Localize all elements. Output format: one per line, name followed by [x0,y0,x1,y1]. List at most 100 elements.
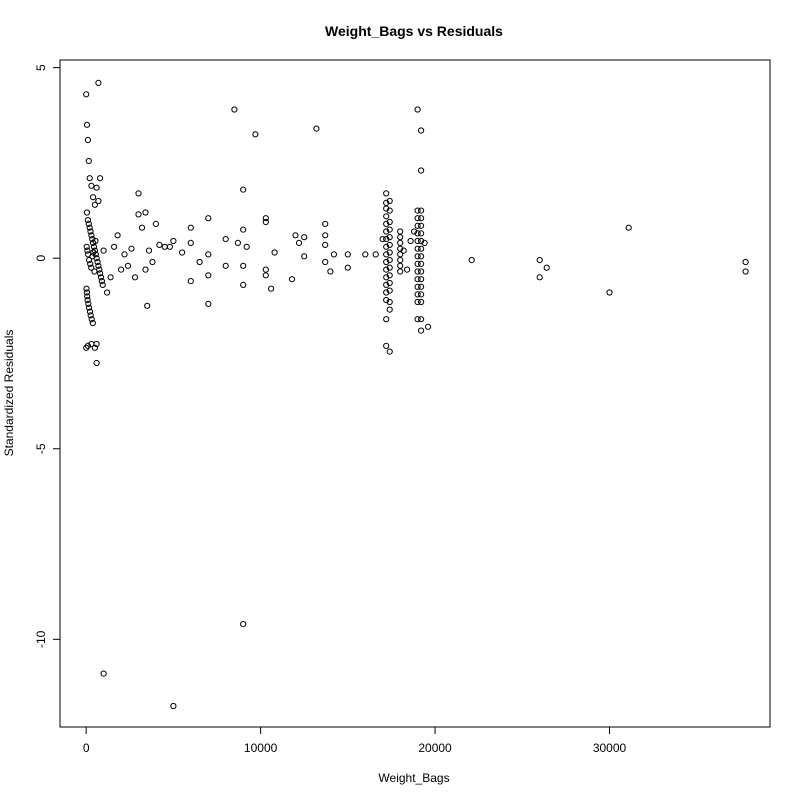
data-point [414,245,421,252]
data-point [222,236,229,243]
data-point [118,266,125,273]
data-point [383,316,390,323]
x-axis: 0 10000 20000 30000 [83,727,627,755]
data-point [386,249,393,256]
data-point [414,207,421,214]
data-point [418,276,425,283]
data-point [95,262,102,269]
data-point [240,226,247,233]
data-point [95,79,102,87]
data-point [386,348,393,355]
data-point [386,218,393,226]
data-point [84,136,92,144]
data-point [98,278,106,285]
data-point [383,190,390,197]
data-point [240,186,247,193]
y-axis: -10 -5 0 5 [34,64,60,648]
data-point [205,272,212,279]
data-point [128,245,135,252]
data-point [414,237,421,245]
data-point [418,327,425,334]
data-point [400,247,407,254]
data-point [84,297,91,304]
data-point [83,344,90,351]
data-point [86,257,93,264]
data-point [344,251,351,258]
data-point [418,260,425,267]
data-point [379,236,386,243]
data-point [407,237,414,245]
data-point [187,278,194,285]
data-point [344,264,351,271]
data-point [414,222,421,229]
data-point [262,266,269,273]
data-point [91,268,98,275]
data-point [386,279,393,287]
data-point [330,251,337,258]
data-point [262,272,269,279]
data-point [88,316,95,323]
data-point [383,342,390,349]
data-point [240,281,247,288]
data-point [83,289,91,296]
x-tick-label: 30000 [593,741,627,755]
data-point [170,702,177,710]
data-point [414,316,421,323]
data-point [322,220,329,227]
data-point [418,298,425,306]
data-point [262,218,269,226]
data-point [397,262,404,269]
data-point [383,243,390,250]
data-point [100,247,107,254]
data-point [397,257,404,264]
data-point [89,319,96,327]
data-point [295,239,303,246]
data-point [383,297,390,304]
y-axis-label: Standardized Residuals [2,330,16,457]
data-point [86,175,93,182]
data-point [161,243,168,250]
data-point [418,230,425,237]
data-point [87,260,94,267]
data-point [418,253,425,260]
data-point [362,251,369,258]
data-point [418,283,425,290]
data-point [187,239,194,246]
data-point [131,274,139,281]
data-point [386,257,393,264]
y-tick-label: 0 [34,255,48,262]
data-point [397,245,404,252]
data-point [156,241,163,248]
data-point [271,249,278,256]
data-point [386,298,393,306]
data-point [322,258,329,266]
data-point [606,289,613,296]
data-point [240,262,247,269]
data-point [327,268,334,275]
data-point [145,247,153,254]
data-point [425,323,432,330]
x-axis-label: Weight_Bags [378,771,449,785]
data-point [142,266,149,273]
data-point [84,217,92,224]
data-point [418,291,425,298]
data-point [95,197,102,205]
data-point [383,251,390,258]
data-point [97,175,104,182]
data-point [152,220,159,227]
data-point [418,167,425,174]
data-point [411,228,418,235]
data-point [97,270,104,277]
data-point [114,232,121,239]
data-point [386,241,393,248]
data-point [418,127,425,134]
data-point [313,125,320,132]
data-point [268,285,275,292]
data-point [414,276,421,283]
data-point [414,215,421,222]
data-point [372,251,379,258]
data-point [121,251,128,258]
data-point [414,283,421,290]
data-point [91,344,99,351]
